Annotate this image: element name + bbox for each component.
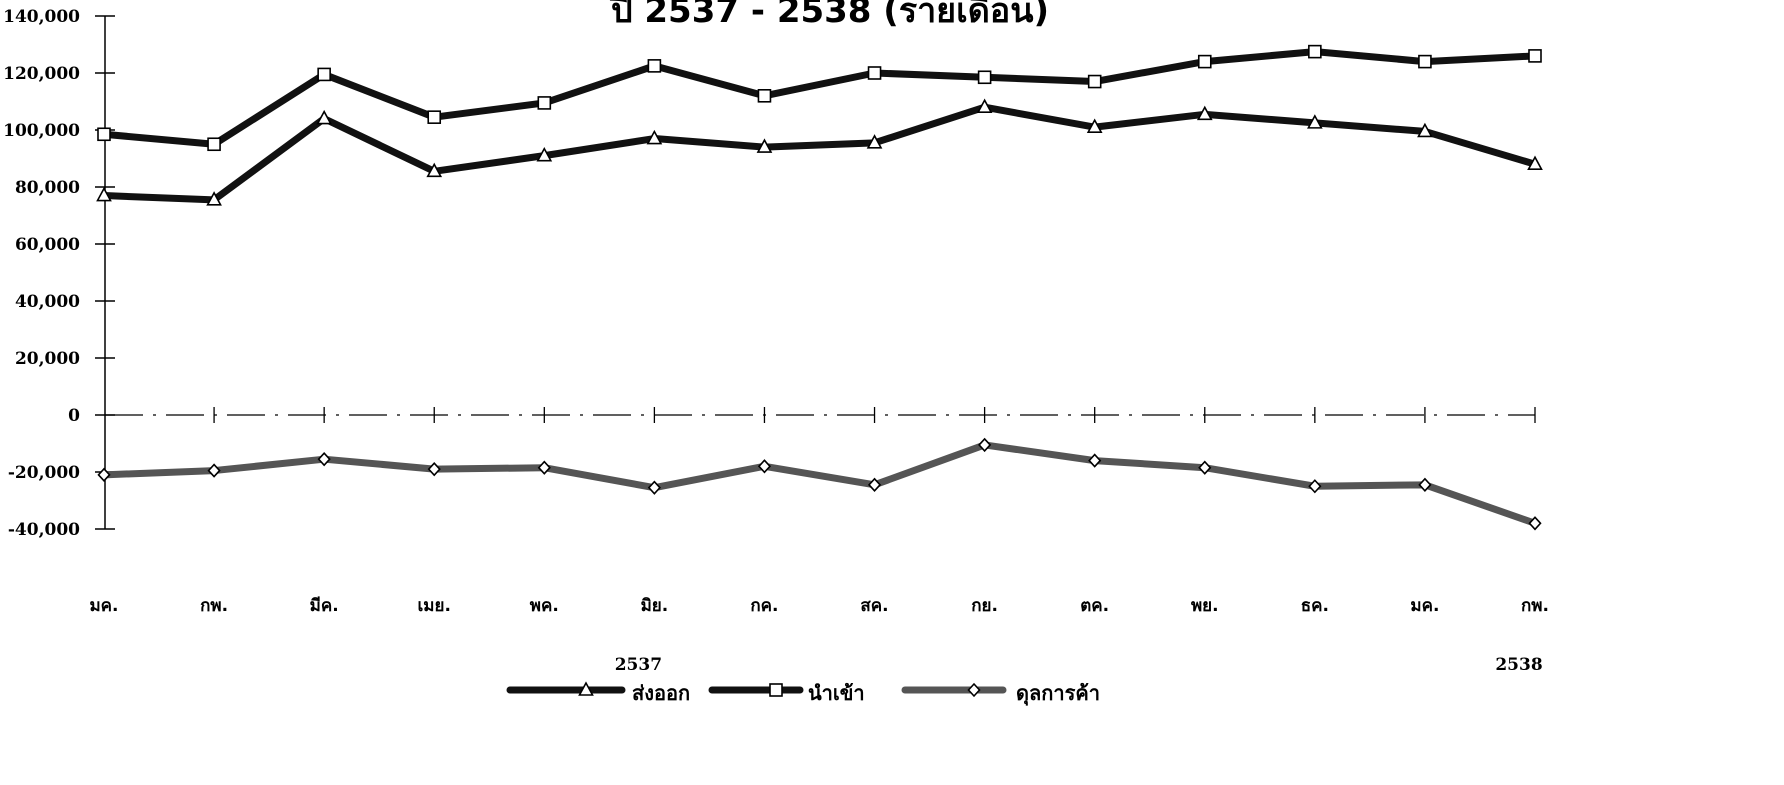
x-tick-label: มค. xyxy=(89,596,118,616)
series-line-triangle xyxy=(100,103,1539,204)
legend-label: นำเข้า xyxy=(808,681,865,705)
x-tick-label: มิย. xyxy=(641,596,669,616)
y-tick-label: 100,000 xyxy=(3,121,80,141)
x-tick-label: กพ. xyxy=(200,596,228,616)
data-point-diamond xyxy=(978,437,992,453)
x-tick-label: พย. xyxy=(1191,596,1219,616)
data-point-diamond xyxy=(1198,460,1212,475)
x-tick-label: ตค. xyxy=(1080,596,1109,616)
data-point-diamond xyxy=(867,477,882,493)
data-point-triangle xyxy=(96,186,112,202)
legend-marker-square xyxy=(769,683,783,697)
data-point-triangle xyxy=(536,146,553,162)
data-point-square xyxy=(207,137,221,152)
x-tick-label: มค. xyxy=(1410,596,1439,616)
data-point-diamond xyxy=(1418,477,1432,493)
data-point-square xyxy=(977,70,992,85)
y-tick-label: 20,000 xyxy=(15,349,80,369)
y-tick-label: 80,000 xyxy=(15,178,80,198)
data-point-diamond xyxy=(317,451,331,467)
data-point-square xyxy=(317,67,331,82)
data-point-triangle xyxy=(206,191,222,206)
y-tick-label: 120,000 xyxy=(3,64,80,84)
data-point-square xyxy=(1197,54,1212,69)
data-point-triangle xyxy=(1417,122,1433,138)
data-point-diamond xyxy=(1308,479,1322,494)
data-point-square xyxy=(537,96,552,110)
x-tick-label: กพ. xyxy=(1521,596,1549,616)
data-point-triangle xyxy=(1086,118,1103,133)
data-point-diamond xyxy=(207,463,221,478)
data-point-diamond xyxy=(427,461,441,477)
x-tick-label: กค. xyxy=(750,596,778,616)
legend-marker-diamond xyxy=(967,682,981,698)
y-tick-label: -20,000 xyxy=(8,463,80,483)
y-tick-label: -40,000 xyxy=(8,520,80,540)
legend-label: ดุลการค้า xyxy=(1016,681,1100,706)
data-point-diamond xyxy=(757,459,772,474)
data-point-diamond xyxy=(647,480,661,495)
data-point-square xyxy=(757,89,772,103)
data-point-triangle xyxy=(1527,155,1543,170)
x-tick-label: สค. xyxy=(860,596,888,616)
y-tick-label: 140,000 xyxy=(3,7,80,27)
x-year-label: 2538 xyxy=(1495,655,1542,675)
x-tick-label: พค. xyxy=(530,596,559,616)
data-point-diamond xyxy=(1088,453,1102,468)
chart-title: ปี 2537 - 2538 (รายเดือน) xyxy=(609,0,1049,31)
data-point-triangle xyxy=(976,98,993,113)
data-point-triangle xyxy=(426,162,443,178)
data-point-triangle xyxy=(1307,114,1323,129)
x-tick-label: ธค. xyxy=(1301,596,1329,616)
legend-label: ส่งออก xyxy=(632,681,690,705)
data-point-square xyxy=(1308,44,1322,59)
x-tick-label: เมย. xyxy=(418,596,451,616)
series-line-diamond xyxy=(100,441,1539,527)
data-point-diamond xyxy=(537,460,551,475)
data-point-diamond xyxy=(1528,516,1542,531)
series-line-square xyxy=(100,48,1539,148)
x-tick-label: มีค. xyxy=(310,595,339,616)
data-point-triangle xyxy=(1196,105,1213,121)
data-point-triangle xyxy=(756,138,773,153)
x-tick-label: กย. xyxy=(971,596,998,616)
data-point-square xyxy=(1418,54,1432,69)
data-point-square xyxy=(867,66,882,80)
x-year-label: 2537 xyxy=(615,655,662,675)
legend-marker-triangle xyxy=(578,681,594,696)
data-point-triangle xyxy=(646,129,663,145)
data-point-triangle xyxy=(866,134,883,149)
data-point-square xyxy=(647,59,662,73)
data-point-triangle xyxy=(316,109,332,125)
data-point-diamond xyxy=(97,467,111,483)
data-point-square xyxy=(97,127,111,142)
data-point-square xyxy=(1087,74,1102,89)
data-point-square xyxy=(427,110,442,124)
y-tick-label: 0 xyxy=(68,406,80,426)
data-point-square xyxy=(1528,49,1542,63)
y-tick-label: 40,000 xyxy=(15,292,80,312)
y-tick-label: 60,000 xyxy=(15,235,80,255)
